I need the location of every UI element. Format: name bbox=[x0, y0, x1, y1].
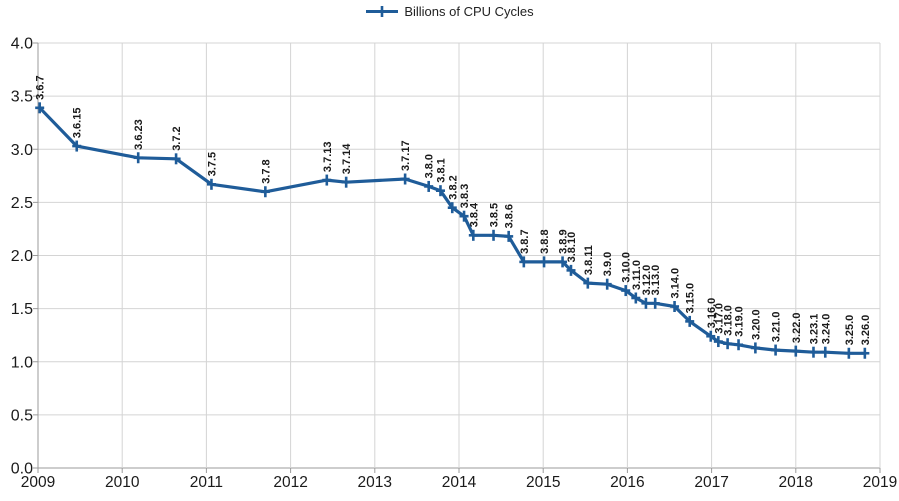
data-point-label: 3.8.11 bbox=[583, 245, 595, 275]
data-point-label: 3.7.13 bbox=[322, 142, 334, 173]
y-axis-tick-label: 3.0 bbox=[11, 142, 33, 159]
data-point-label: 3.21.0 bbox=[771, 312, 783, 343]
data-point-label: 3.8.4 bbox=[468, 202, 480, 227]
data-point-label: 3.20.0 bbox=[750, 309, 762, 340]
data-point-label: 3.16.0 bbox=[706, 298, 718, 329]
data-point-label: 3.12.0 bbox=[641, 265, 653, 296]
x-axis-tick-label: 2015 bbox=[526, 474, 560, 491]
data-point-label: 3.8.1 bbox=[436, 158, 448, 182]
data-point-label: 3.8.6 bbox=[504, 204, 516, 228]
x-axis-tick-label: 2019 bbox=[863, 474, 897, 491]
data-point-label: 3.18.0 bbox=[723, 305, 735, 336]
data-point-label: 3.13.0 bbox=[650, 265, 662, 296]
data-point-label: 3.8.5 bbox=[489, 203, 501, 227]
x-axis-tick-label: 2014 bbox=[442, 474, 477, 491]
data-point-label: 3.7.17 bbox=[400, 140, 412, 171]
legend-line-marker-icon bbox=[366, 6, 399, 17]
data-point-label: 3.10.0 bbox=[621, 252, 633, 283]
y-axis-tick-label: 2.5 bbox=[11, 195, 33, 212]
data-point-label: 3.8.10 bbox=[566, 232, 578, 263]
data-point-label: 3.19.0 bbox=[734, 306, 746, 337]
y-axis-tick-label: 1.5 bbox=[11, 301, 33, 318]
data-point-label: 3.22.0 bbox=[791, 313, 803, 344]
data-point-label: 3.8.3 bbox=[459, 184, 471, 208]
data-point-label: 3.6.7 bbox=[35, 75, 47, 99]
x-axis-tick-label: 2013 bbox=[358, 474, 392, 491]
data-point-label: 3.7.8 bbox=[260, 159, 272, 183]
y-axis-tick-label: 3.5 bbox=[11, 89, 33, 106]
data-point-label: 3.7.5 bbox=[207, 152, 219, 176]
data-point-label: 3.9.0 bbox=[602, 252, 614, 276]
y-axis-tick-label: 0.0 bbox=[11, 461, 33, 478]
y-axis-tick-label: 0.5 bbox=[11, 407, 33, 424]
x-axis-tick-label: 2011 bbox=[190, 474, 223, 491]
x-axis-tick-label: 2017 bbox=[694, 474, 728, 491]
data-point-label: 3.26.0 bbox=[860, 315, 872, 346]
data-point-label: 3.8.7 bbox=[519, 229, 531, 253]
data-point-label: 3.8.2 bbox=[447, 175, 459, 199]
x-axis-tick-label: 2016 bbox=[610, 474, 644, 491]
y-axis-tick-label: 1.0 bbox=[11, 354, 33, 371]
data-point-label: 3.23.1 bbox=[809, 314, 821, 345]
x-axis-tick-label: 2010 bbox=[105, 474, 140, 491]
data-point-label: 3.8.8 bbox=[539, 229, 551, 253]
y-axis-tick-label: 2.0 bbox=[11, 248, 33, 265]
data-point-label: 3.7.2 bbox=[171, 126, 183, 150]
x-axis-tick-label: 2018 bbox=[779, 474, 813, 491]
data-point-label: 3.6.23 bbox=[133, 119, 145, 150]
data-point-label: 3.7.14 bbox=[341, 143, 353, 174]
x-axis-tick-label: 2012 bbox=[273, 474, 307, 491]
y-axis-tick-label: 4.0 bbox=[11, 36, 33, 53]
data-point-label: 3.8.0 bbox=[424, 154, 436, 178]
data-point-label: 3.11.0 bbox=[631, 260, 643, 290]
data-point-label: 3.17.0 bbox=[713, 303, 725, 334]
data-point-label: 3.6.15 bbox=[72, 108, 84, 139]
data-point-label: 3.14.0 bbox=[670, 268, 682, 299]
data-point-label: 3.24.0 bbox=[820, 314, 832, 345]
legend-label: Billions of CPU Cycles bbox=[404, 4, 534, 19]
chart-legend: Billions of CPU Cycles bbox=[0, 4, 899, 19]
data-point-label: 3.15.0 bbox=[685, 283, 697, 314]
data-point-label: 3.25.0 bbox=[844, 315, 856, 346]
data-point-label: 3.8.9 bbox=[558, 229, 570, 253]
x-axis-tick-label: 2009 bbox=[21, 474, 55, 491]
